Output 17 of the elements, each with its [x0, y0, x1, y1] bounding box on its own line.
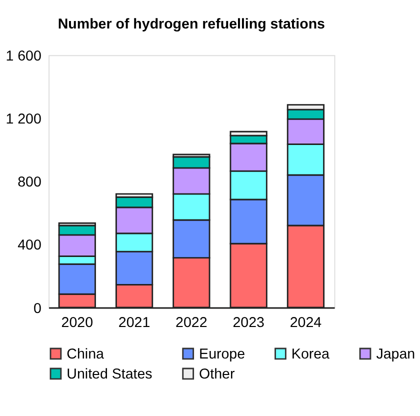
x-tick-label: 2021	[118, 315, 150, 332]
legend-label: Korea	[291, 346, 330, 362]
legend-label: Japan	[376, 346, 416, 362]
x-tick-label: 2023	[232, 315, 264, 332]
legend-label: China	[66, 346, 104, 362]
x-tick-label: 2020	[61, 315, 94, 332]
y-tick-label: 1 200	[6, 111, 42, 128]
y-tick-label: 400	[18, 238, 42, 254]
legend-label: Europe	[199, 346, 246, 362]
y-tick-label: 800	[18, 174, 42, 191]
legend-label: Other	[199, 366, 235, 382]
legend-label: United States	[66, 366, 152, 382]
y-tick-label: 1 600	[6, 48, 42, 64]
chart-title: Number of hydrogen refuelling stations	[58, 16, 326, 32]
x-tick-label: 2022	[176, 315, 208, 332]
x-tick-label: 2024	[290, 315, 322, 332]
y-tick-label: 0	[33, 300, 42, 317]
